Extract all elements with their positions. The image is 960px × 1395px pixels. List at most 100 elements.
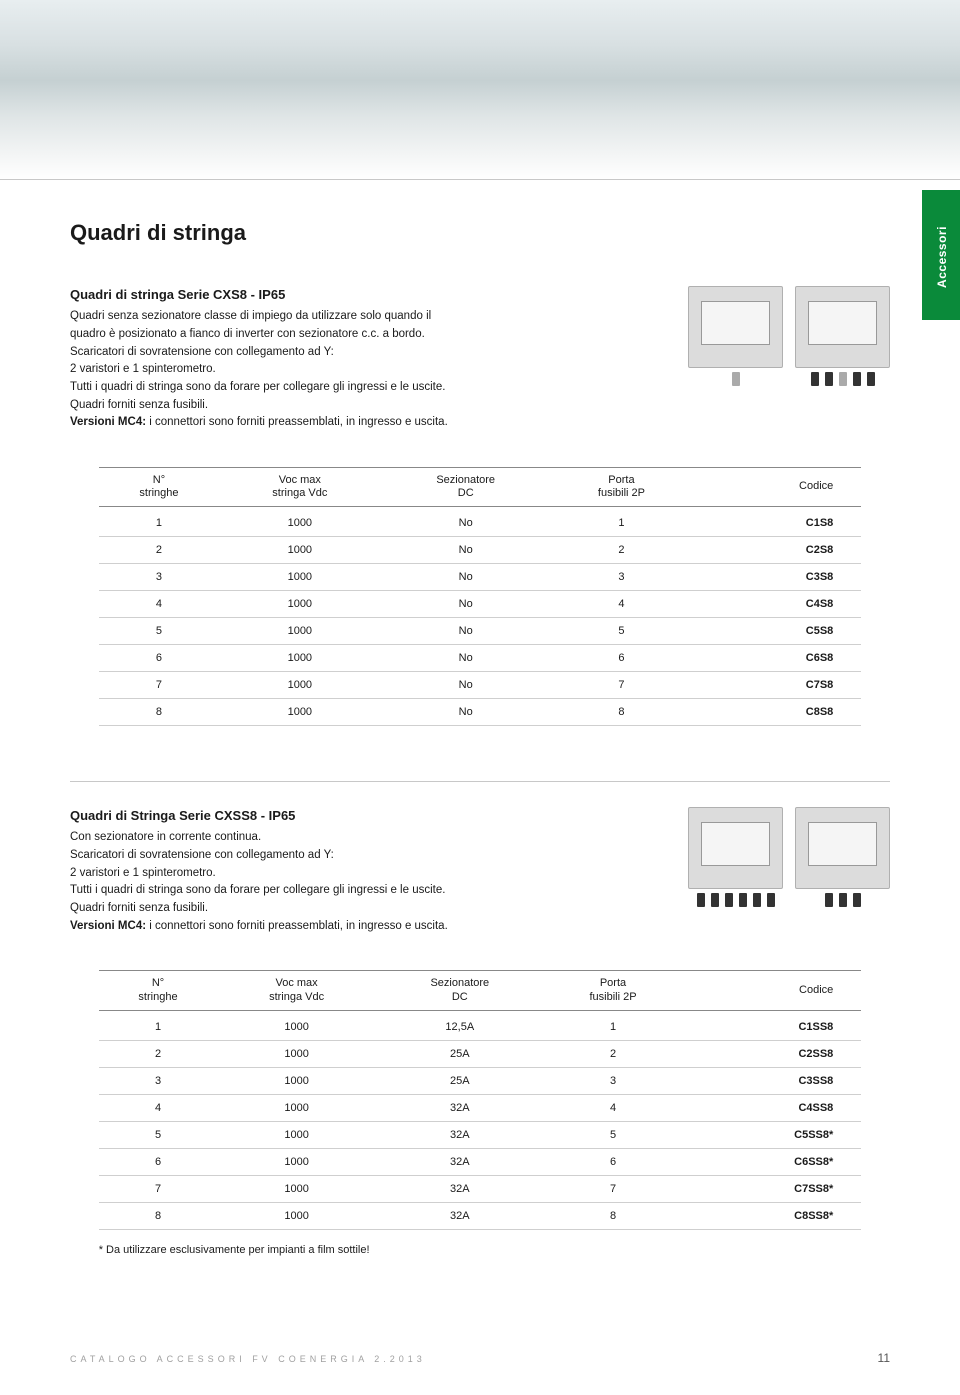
table-cell: No: [380, 618, 551, 645]
section-cxss8: Quadri di Stringa Serie CXSS8 - IP65 Con…: [70, 807, 890, 1256]
section1-title: Quadri di stringa Serie CXS8 - IP65: [70, 286, 663, 304]
table-cell: No: [380, 564, 551, 591]
table-cell: 6: [99, 1148, 218, 1175]
table-cell: 4: [551, 591, 692, 618]
section1-line: Scaricatori di sovratensione con collega…: [70, 344, 663, 361]
table-cell: 1000: [219, 564, 380, 591]
table-row: 41000No4C4S8: [99, 591, 862, 618]
table-row: 2100025A2C2SS8: [99, 1040, 862, 1067]
table-cell: 1000: [217, 1010, 376, 1040]
table-row: 8100032A8C8SS8*: [99, 1202, 862, 1229]
section1-body: Quadri senza sezionatore classe di impie…: [70, 308, 663, 431]
page-content: Quadri di stringa Quadri di stringa Seri…: [0, 180, 960, 1331]
spec-table-cxss8: N°stringhe Voc maxstringa Vdc Sezionator…: [99, 971, 862, 1229]
table-row: 81000No8C8S8: [99, 699, 862, 726]
table-row: 3100025A3C3SS8: [99, 1067, 862, 1094]
section1-mc4: Versioni MC4: i connettori sono forniti …: [70, 414, 663, 431]
table-cell-code: C6SS8*: [682, 1148, 861, 1175]
table-cell: 6: [551, 645, 692, 672]
table-cell: 5: [99, 618, 220, 645]
table-row: 6100032A6C6SS8*: [99, 1148, 862, 1175]
th-codice: Codice: [692, 468, 861, 507]
footnote-film-sottile: * Da utilizzare esclusivamente per impia…: [99, 1244, 862, 1256]
table-cell-code: C5S8: [692, 618, 861, 645]
table-cell: 1000: [219, 618, 380, 645]
table-cell: 25A: [376, 1040, 544, 1067]
table-cell: 1000: [217, 1094, 376, 1121]
table-cell-code: C4S8: [692, 591, 861, 618]
table-cell: 2: [551, 537, 692, 564]
section-divider: [70, 781, 890, 782]
table-cell: 7: [99, 1175, 218, 1202]
table-cell-code: C1S8: [692, 507, 861, 537]
table-cell: 1000: [219, 645, 380, 672]
th-codice: Codice: [682, 971, 861, 1010]
table-row: 1100012,5A1C1SS8: [99, 1010, 862, 1040]
table-cell: 1000: [217, 1067, 376, 1094]
page-footer: CATALOGO ACCESSORI FV COENERGIA 2.2013 1…: [0, 1331, 960, 1395]
product-image-placeholder: [795, 807, 890, 889]
th-stringhe: N°stringhe: [99, 971, 218, 1010]
table-cell: 12,5A: [376, 1010, 544, 1040]
table-cell-code: C6S8: [692, 645, 861, 672]
table-cell: 1: [551, 507, 692, 537]
connector-icons: [824, 893, 862, 907]
section2-mc4: Versioni MC4: i connettori sono forniti …: [70, 918, 663, 935]
section1-line: Quadri forniti senza fusibili.: [70, 397, 663, 414]
table-cell: 5: [551, 618, 692, 645]
table-cell: 1000: [219, 699, 380, 726]
section2-line: Scaricatori di sovratensione con collega…: [70, 847, 663, 864]
table-cell: No: [380, 507, 551, 537]
table-cell: 3: [551, 564, 692, 591]
table-cell: 32A: [376, 1094, 544, 1121]
th-porta: Portafusibili 2P: [544, 971, 683, 1010]
section1-images: [688, 286, 890, 386]
table-row: 71000No7C7S8: [99, 672, 862, 699]
table-cell: 2: [99, 1040, 218, 1067]
table-cell: 1000: [219, 507, 380, 537]
table-cell: 2: [544, 1040, 683, 1067]
table-cell: 5: [544, 1121, 683, 1148]
table-row: 61000No6C6S8: [99, 645, 862, 672]
section2-line: Tutti i quadri di stringa sono da forare…: [70, 882, 663, 899]
section2-images: [688, 807, 890, 907]
page-title: Quadri di stringa: [70, 220, 890, 246]
table-cell: 1000: [217, 1148, 376, 1175]
table-cell: 1000: [217, 1040, 376, 1067]
footer-catalog-text: CATALOGO ACCESSORI FV COENERGIA 2.2013: [70, 1354, 426, 1364]
table-cell-code: C8S8: [692, 699, 861, 726]
th-sezionatore: SezionatoreDC: [380, 468, 551, 507]
table-cell: 6: [544, 1148, 683, 1175]
connector-icons: [731, 372, 741, 386]
section1-line: Tutti i quadri di stringa sono da forare…: [70, 379, 663, 396]
table-cell: 7: [551, 672, 692, 699]
table-cell-code: C3S8: [692, 564, 861, 591]
table-cell: 8: [99, 1202, 218, 1229]
table-cell: 7: [99, 672, 220, 699]
section2-body: Con sezionatore in corrente continua. Sc…: [70, 829, 663, 934]
table-cell: 4: [99, 591, 220, 618]
table-cell: 1000: [217, 1202, 376, 1229]
table-cell: 1000: [219, 591, 380, 618]
header-sky-background: [0, 0, 960, 180]
table-cell: 32A: [376, 1148, 544, 1175]
table-cell: 4: [544, 1094, 683, 1121]
table-row: 4100032A4C4SS8: [99, 1094, 862, 1121]
product-image-placeholder: [688, 286, 783, 368]
table-row: 51000No5C5S8: [99, 618, 862, 645]
table-cell-code: C4SS8: [682, 1094, 861, 1121]
table-cell: 8: [544, 1202, 683, 1229]
table-cell: 1000: [217, 1121, 376, 1148]
table-cell: 25A: [376, 1067, 544, 1094]
section2-line: Con sezionatore in corrente continua.: [70, 829, 663, 846]
table-row: 5100032A5C5SS8*: [99, 1121, 862, 1148]
th-stringhe: N°stringhe: [99, 468, 220, 507]
table-row: 21000No2C2S8: [99, 537, 862, 564]
table-cell: 1000: [217, 1175, 376, 1202]
section1-line: Quadri senza sezionatore classe di impie…: [70, 308, 663, 325]
table-cell: 1000: [219, 537, 380, 564]
table-cell: 2: [99, 537, 220, 564]
table-cell-code: C7S8: [692, 672, 861, 699]
table-cell: 1000: [219, 672, 380, 699]
table-cell: No: [380, 591, 551, 618]
